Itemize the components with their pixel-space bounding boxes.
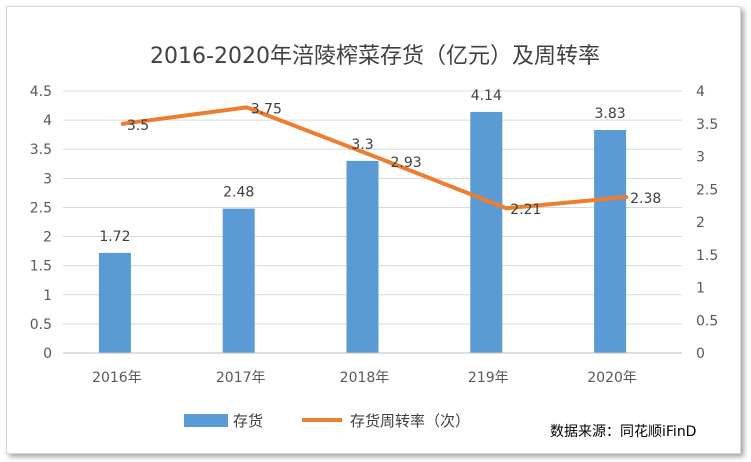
y-left-tick-label: 0.5 — [30, 317, 52, 333]
bar — [470, 111, 503, 354]
y-left-tick-label: 3 — [43, 171, 52, 187]
y-right-tick-label: 3.5 — [696, 117, 718, 133]
chart-title: 2016-2020年涪陵榨菜存货（亿元）及周转率 — [150, 44, 600, 69]
line-point — [244, 105, 249, 110]
line-point — [624, 195, 629, 200]
bar-data-label: 1.72 — [99, 229, 130, 245]
y-left-tick-label: 1 — [43, 288, 52, 304]
y-right-tick-label: 0 — [696, 346, 705, 362]
y-right-tick-label: 0.5 — [696, 313, 718, 329]
y-left-tick-label: 0 — [43, 346, 52, 362]
y-right-tick-label: 1 — [696, 281, 705, 297]
line-point — [504, 206, 509, 211]
legend-swatch-inventory — [184, 414, 228, 427]
bar — [594, 130, 627, 353]
y-left-tick-label: 4.5 — [30, 84, 52, 100]
y-left-tick-label: 1.5 — [30, 259, 52, 275]
line-data-label: 3.75 — [251, 101, 282, 117]
bar-data-label: 4.14 — [471, 88, 502, 104]
line-data-label: 3.5 — [127, 118, 149, 134]
bar — [222, 208, 255, 353]
y-right-tick-label: 4 — [696, 84, 705, 100]
line-data-label: 2.21 — [510, 202, 541, 218]
legend-label-inventory: 存货 — [233, 412, 263, 430]
legend: 存货 存货周转率（次） — [184, 412, 470, 430]
y-right-tick-label: 1.5 — [696, 248, 718, 264]
bar-data-label: 3.83 — [595, 106, 626, 122]
y-left-tick-label: 2.5 — [30, 200, 52, 216]
line-point — [384, 159, 389, 164]
legend-label-turnover: 存货周转率（次） — [350, 412, 470, 430]
line-data-label: 2.38 — [630, 191, 661, 207]
x-tick-label: 2016年 — [92, 370, 142, 386]
y-left-tick-label: 2 — [43, 230, 52, 246]
y-left-tick-label: 4 — [43, 113, 52, 129]
line-data-label: 2.93 — [391, 155, 422, 171]
bar — [98, 252, 131, 353]
bar — [346, 160, 379, 353]
x-tick-label: 2017年 — [216, 370, 266, 386]
y-right-tick-label: 2 — [696, 215, 705, 231]
source-note: 数据来源：同花顺iFinD — [550, 424, 696, 440]
y-right-tick-label: 3 — [696, 150, 705, 166]
line-point — [120, 121, 125, 126]
bar-data-label: 3.3 — [351, 137, 373, 153]
y-right-tick-label: 2.5 — [696, 182, 718, 198]
x-tick-label: 219年 — [468, 370, 509, 386]
y-left-tick-label: 3.5 — [30, 142, 52, 158]
x-tick-label: 2018年 — [340, 370, 390, 386]
x-tick-label: 2020年 — [587, 370, 637, 386]
bar-data-label: 2.48 — [223, 185, 254, 201]
